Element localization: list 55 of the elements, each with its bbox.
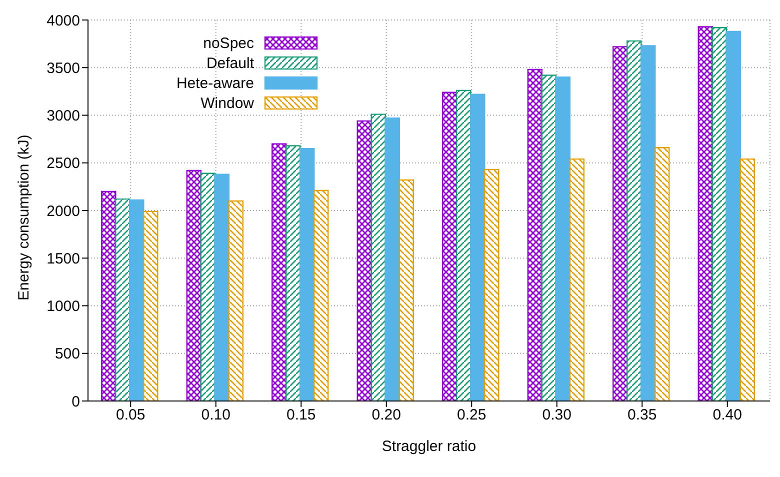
- x-tick-label: 0.05: [116, 406, 146, 424]
- x-tick-label: 0.35: [628, 406, 657, 424]
- y-tick-label: 0: [72, 393, 80, 410]
- bar: [612, 46, 628, 401]
- y-tick-label: 1000: [46, 298, 80, 316]
- bar: [300, 148, 315, 401]
- bar: [654, 147, 670, 401]
- bar: [370, 114, 386, 401]
- y-tick-label: 500: [54, 346, 80, 363]
- bar: [115, 198, 130, 401]
- x-tick-label: 0.30: [542, 406, 572, 424]
- x-tick-label: 0.15: [286, 406, 316, 424]
- y-tick-label: 2000: [46, 202, 80, 220]
- bar: [541, 74, 556, 401]
- bar: [314, 190, 329, 401]
- bar: [740, 158, 755, 401]
- bar: [698, 26, 713, 401]
- bar: [442, 92, 458, 401]
- bar: [129, 199, 144, 401]
- y-tick-label: 3000: [46, 108, 80, 125]
- x-axis-title: Straggler ratio: [382, 438, 476, 455]
- legend-label: noSpec: [203, 34, 254, 52]
- bar: [626, 40, 642, 401]
- bar: [228, 200, 244, 401]
- y-tick-label: 4000: [46, 12, 80, 30]
- legend-label: Hete-aware: [176, 74, 254, 92]
- x-tick-label: 0.10: [201, 406, 230, 424]
- bar: [286, 145, 301, 401]
- bar: [470, 94, 486, 401]
- legend-label: Default: [206, 54, 254, 72]
- bar: [640, 45, 656, 401]
- x-tick-label: 0.20: [372, 406, 401, 424]
- bar: [569, 158, 584, 401]
- bar: [456, 90, 472, 401]
- y-tick-label: 2500: [46, 155, 80, 172]
- bar: [384, 118, 400, 401]
- bar: [200, 172, 216, 401]
- bar: [272, 143, 287, 401]
- bar: [398, 179, 414, 401]
- bar: [484, 168, 500, 401]
- bar: [726, 30, 741, 401]
- bar: [143, 210, 158, 401]
- bar: [712, 27, 727, 401]
- bar: [214, 174, 230, 401]
- legend-label: Window: [200, 94, 254, 112]
- bar: [101, 190, 116, 401]
- bar: [356, 120, 372, 401]
- y-axis-title: Energy consumption (kJ): [15, 134, 32, 300]
- y-tick-label: 3500: [46, 60, 80, 77]
- y-tick-label: 1500: [46, 250, 80, 268]
- bar: [555, 76, 570, 401]
- bar: [527, 68, 542, 401]
- bar: [186, 170, 202, 401]
- x-tick-label: 0.40: [712, 406, 742, 424]
- x-tick-label: 0.25: [457, 406, 486, 424]
